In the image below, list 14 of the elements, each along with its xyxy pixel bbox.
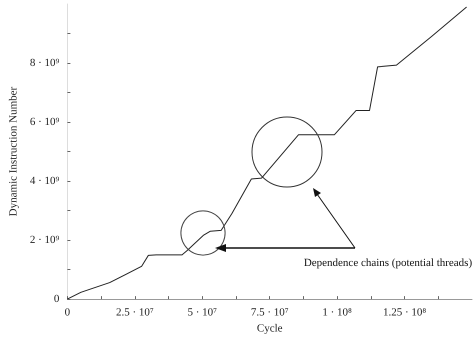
y-tick-label: 6 · 10⁹ — [30, 116, 60, 128]
x-tick-label: 0 — [64, 306, 71, 319]
y-tick-label: 4 · 10⁹ — [30, 175, 60, 188]
x-tick-label: 2.5 · 10⁷ — [116, 306, 154, 319]
y-tick-label: 8 · 10⁹ — [30, 57, 60, 70]
x-axis-title: Cycle — [256, 322, 283, 334]
y-axis-title: Dynamic Instruction Number — [8, 86, 20, 216]
y-tick-label: 2 · 10⁹ — [30, 234, 60, 246]
annotation: Dependence chains (potential threads) — [304, 257, 472, 269]
y-tick-label: 0 — [54, 293, 60, 306]
x-tick-label: 5 · 10⁷ — [188, 306, 218, 319]
x-tick-label: 1.25 · 10⁸ — [382, 306, 426, 319]
x-tick-label: 1 · 10⁸ — [322, 306, 352, 319]
x-tick-label: 7.5 · 10⁷ — [250, 306, 289, 319]
